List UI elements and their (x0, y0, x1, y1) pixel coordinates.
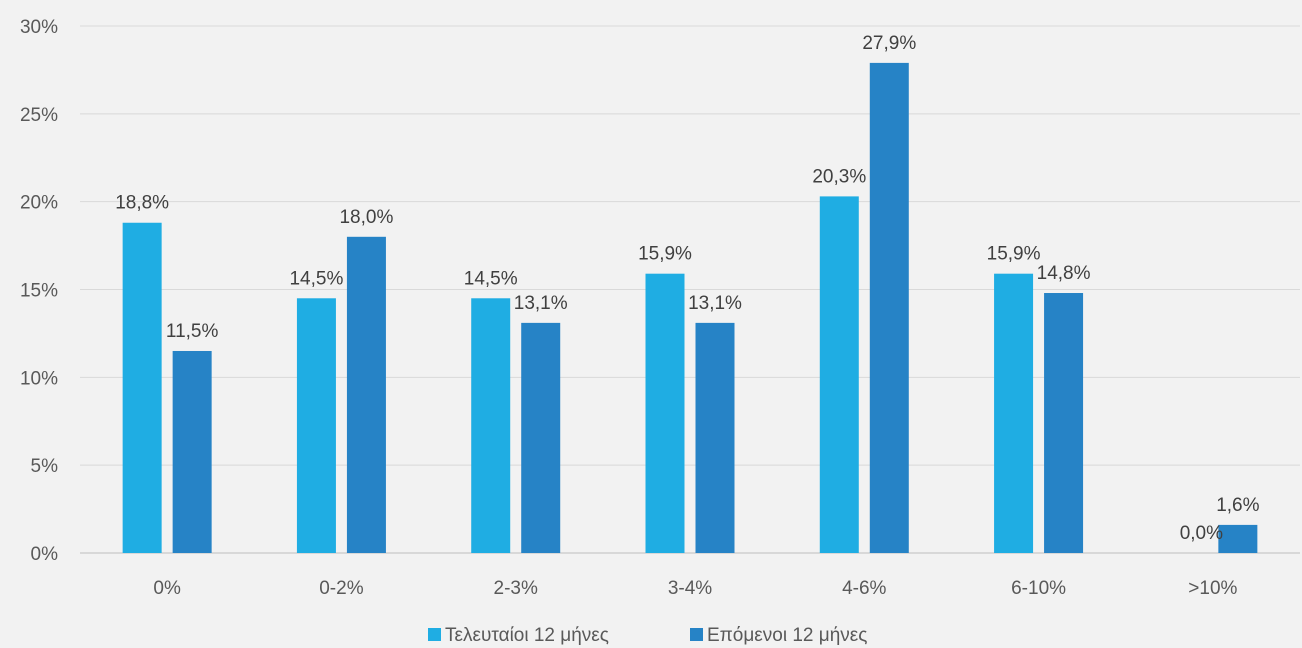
data-label: 18,8% (115, 193, 169, 214)
bar-series2 (695, 322, 735, 553)
bar-series1 (296, 298, 336, 553)
bar-series1 (819, 196, 859, 553)
bar-series2 (1044, 293, 1084, 553)
legend-label: Επόμενοι 12 μήνες (707, 625, 867, 646)
bar-series1 (994, 273, 1034, 553)
y-tick-label: 30% (20, 17, 58, 38)
y-tick-label: 10% (20, 368, 58, 389)
data-label: 13,1% (514, 293, 568, 314)
data-labels: 18,8% 11,5% 14,5% 18,0% 14,5% 13,1% 15,9% 13,1%… (115, 33, 1259, 544)
data-label: 1,6% (1216, 495, 1259, 516)
bar-series2 (869, 62, 909, 553)
data-label: 14,8% (1037, 263, 1091, 284)
x-tick-label: 0-2% (319, 578, 363, 599)
data-label: 11,5% (166, 321, 219, 342)
legend-label: Τελευταίοι 12 μήνες (445, 625, 609, 646)
x-tick-label: 0% (153, 578, 181, 599)
legend-swatch (690, 628, 703, 641)
bar-series1 (645, 273, 685, 553)
bar-series1 (122, 222, 162, 553)
data-label: 20,3% (812, 166, 866, 187)
data-label: 15,9% (987, 244, 1041, 265)
data-label: 0,0% (1180, 523, 1223, 544)
bar-series2 (1218, 524, 1258, 553)
y-tick-label: 0% (31, 544, 59, 565)
x-tick-label: >10% (1188, 578, 1237, 599)
x-tick-label: 3-4% (668, 578, 712, 599)
y-axis: 0% 5% 10% 15% 20% 25% 30% (20, 17, 58, 565)
bar-series2 (521, 322, 561, 553)
legend-swatch (428, 628, 441, 641)
bar-series2 (172, 350, 212, 553)
legend: Τελευταίοι 12 μήνες Επόμενοι 12 μήνες (428, 625, 867, 646)
gridlines (80, 25, 1300, 554)
x-tick-label: 6-10% (1011, 578, 1066, 599)
data-label: 14,5% (289, 268, 343, 289)
bars (122, 62, 1258, 554)
bar-series2 (346, 236, 386, 554)
data-label: 14,5% (464, 268, 518, 289)
x-tick-label: 4-6% (842, 578, 886, 599)
y-tick-label: 20% (20, 193, 58, 214)
y-tick-label: 15% (20, 281, 58, 302)
data-label: 15,9% (638, 244, 692, 265)
y-tick-label: 25% (20, 105, 58, 126)
data-label: 18,0% (339, 207, 393, 228)
x-axis: 0% 0-2% 2-3% 3-4% 4-6% 6-10% >10% (153, 578, 1237, 599)
y-tick-label: 5% (31, 456, 59, 477)
bar-series1 (471, 298, 511, 553)
data-label: 13,1% (688, 293, 742, 314)
x-tick-label: 2-3% (494, 578, 538, 599)
data-label: 27,9% (862, 33, 916, 54)
